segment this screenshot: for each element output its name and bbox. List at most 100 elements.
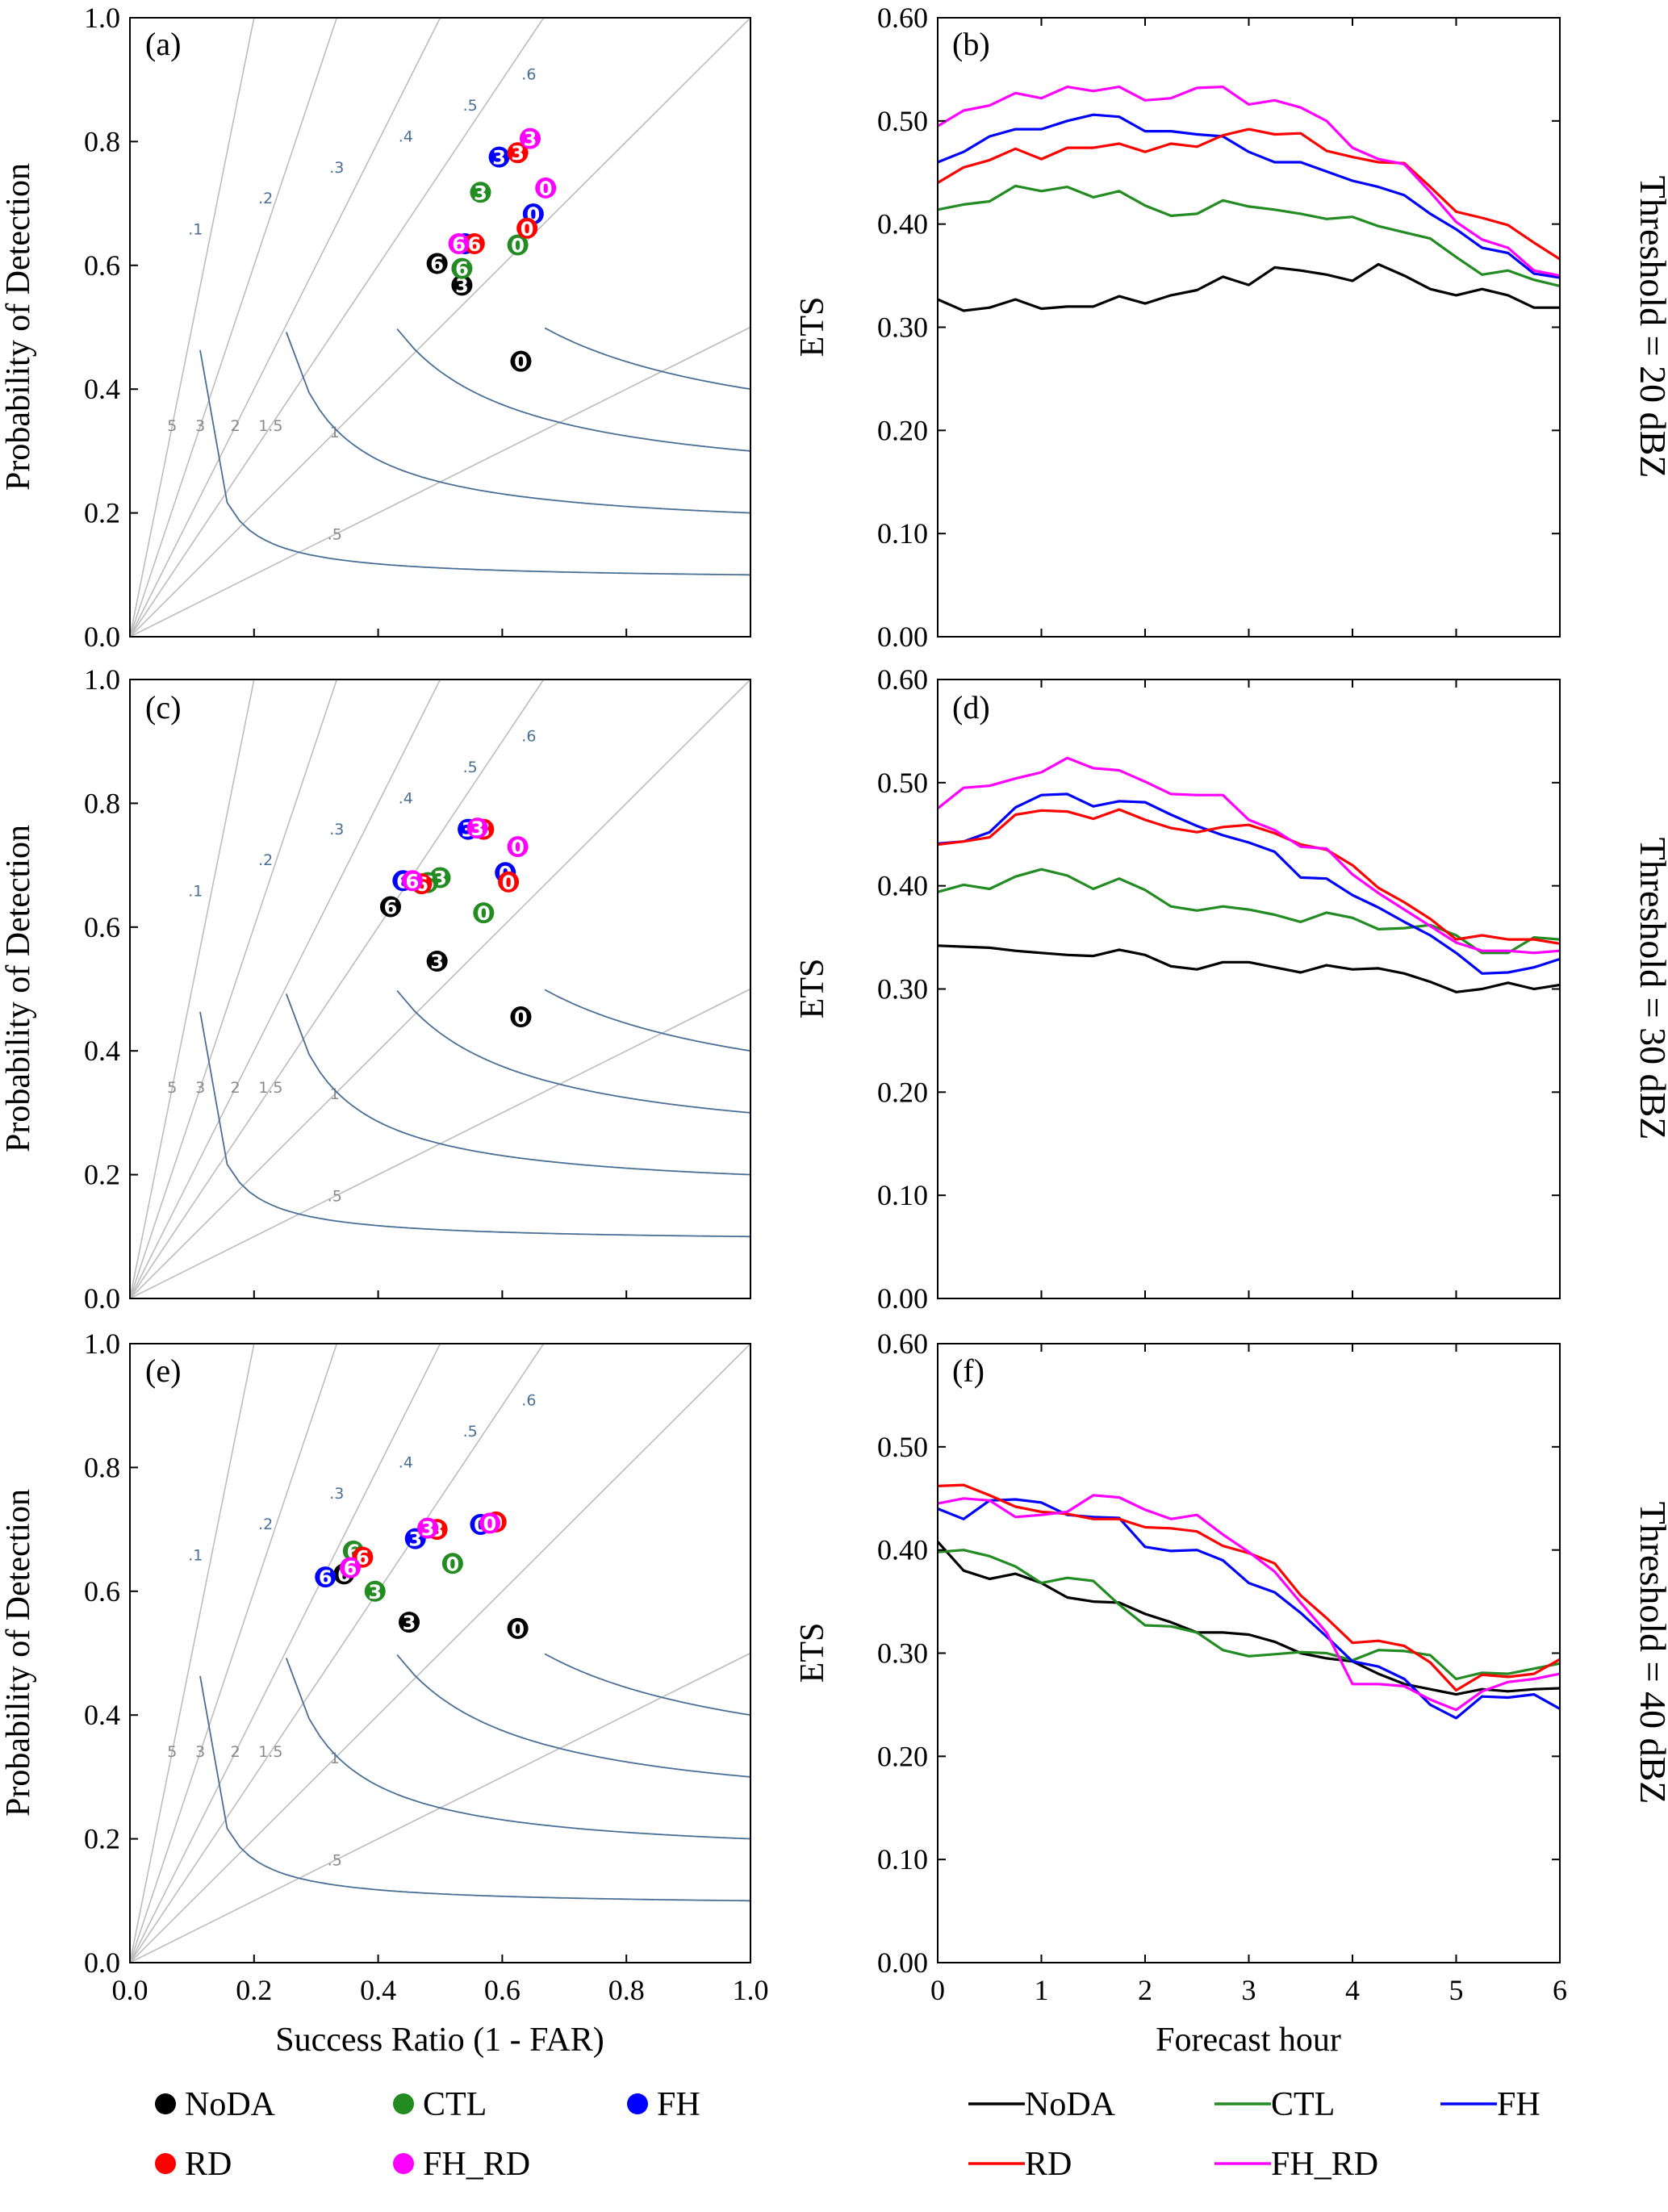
frequency-bias-label: 5 bbox=[167, 417, 177, 435]
frequency-bias-label: .5 bbox=[328, 1187, 342, 1205]
frequency-bias-label: 1.5 bbox=[258, 1743, 282, 1761]
y-axis-title: ETS bbox=[794, 959, 831, 1019]
plot-frame bbox=[937, 679, 1561, 1299]
frequency-bias-label: 1.5 bbox=[258, 1079, 282, 1097]
x-tick-label: 0.4 bbox=[360, 1974, 396, 2006]
marker-hour-label: 6 bbox=[467, 233, 481, 256]
marker-noda bbox=[510, 350, 532, 372]
y-tick-label: 0.6 bbox=[84, 911, 120, 943]
y-tick-label: 0.20 bbox=[877, 1740, 928, 1772]
plot-frame bbox=[129, 1343, 751, 1963]
frequency-bias-label: .5 bbox=[328, 1851, 342, 1869]
marker-fh-rd bbox=[520, 128, 541, 149]
marker-rd bbox=[507, 142, 529, 164]
y-tick-label: 0.8 bbox=[84, 125, 120, 157]
marker-hour-label: 0 bbox=[514, 1006, 528, 1029]
frequency-bias-label: 5 bbox=[167, 1743, 177, 1761]
frequency-bias-line bbox=[130, 679, 545, 1298]
y-tick-label: 0.4 bbox=[84, 1035, 120, 1067]
csi-label: .5 bbox=[463, 759, 478, 776]
threshold-label: Threshold = 40 dBZ bbox=[1632, 1502, 1668, 1804]
marker-hour-label: 6 bbox=[430, 253, 444, 275]
frequency-bias-line bbox=[130, 679, 750, 1298]
csi-label: .6 bbox=[521, 1392, 536, 1410]
frequency-bias-label: 1 bbox=[330, 1085, 340, 1103]
y-tick-label: 0.30 bbox=[877, 973, 928, 1006]
marker-fh-rd bbox=[448, 232, 470, 254]
marker-fh-rd bbox=[401, 870, 423, 892]
frequency-bias-label: 2 bbox=[231, 1743, 240, 1761]
frequency-bias-label: 1.5 bbox=[258, 417, 282, 435]
y-tick-label: 0.30 bbox=[877, 312, 928, 344]
frequency-bias-label: 1 bbox=[330, 424, 340, 441]
panel-d: 0.00 0.10 0.20 0.30 0.40 0.50 0.60 (d) ETS Thr… bbox=[794, 663, 1668, 1315]
y-tick-label: 0.40 bbox=[877, 870, 928, 902]
csi-label: .5 bbox=[463, 1423, 478, 1441]
threshold-label: Threshold = 30 dBZ bbox=[1632, 838, 1668, 1140]
plot-frame bbox=[129, 679, 751, 1299]
x-tick-label: 4 bbox=[1345, 1974, 1360, 2006]
marker-hour-label: 3 bbox=[430, 951, 444, 973]
y-tick-label: 0.8 bbox=[84, 787, 120, 819]
marker-hour-label: 3 bbox=[403, 1612, 416, 1634]
series-line-noda bbox=[937, 262, 1560, 312]
frequency-bias-label: 1 bbox=[330, 1750, 340, 1767]
frequency-bias-label: 2 bbox=[231, 1079, 240, 1097]
x-tick-label: 2 bbox=[1138, 1974, 1152, 2006]
marker-noda bbox=[451, 274, 473, 296]
csi-contour bbox=[396, 1654, 750, 1778]
frequency-bias-line bbox=[130, 1344, 255, 1963]
csi-label: .3 bbox=[329, 821, 344, 838]
csi-label: .2 bbox=[258, 851, 273, 869]
y-tick-label: 0.10 bbox=[877, 517, 928, 550]
y-tick-label: 0.00 bbox=[877, 621, 928, 653]
frequency-bias-line bbox=[130, 679, 255, 1298]
marker-hour-label: 0 bbox=[446, 1553, 460, 1575]
panel-label: (f) bbox=[952, 1353, 984, 1389]
y-axis-title: Probability of Detection bbox=[0, 163, 37, 491]
frequency-bias-line bbox=[130, 1344, 545, 1963]
x-tick-label: 3 bbox=[1242, 1974, 1256, 2006]
marker-hour-label: 0 bbox=[477, 902, 491, 925]
y-tick-label: 0.00 bbox=[877, 1946, 928, 1979]
series-line-ctl bbox=[937, 184, 1561, 287]
frequency-bias-line bbox=[130, 1344, 338, 1963]
csi-contour bbox=[396, 990, 750, 1114]
legend-marker bbox=[155, 2093, 176, 2114]
frequency-bias-line bbox=[130, 1344, 441, 1963]
y-tick-label: 0.6 bbox=[84, 1575, 120, 1608]
y-tick-label: 0.50 bbox=[877, 1431, 928, 1463]
series-line-rd bbox=[937, 808, 1561, 945]
marker-ctl bbox=[507, 234, 529, 256]
y-tick-label: 1.0 bbox=[84, 663, 120, 696]
legend-label: FH_RD bbox=[1271, 2146, 1378, 2183]
y-tick-label: 0.00 bbox=[877, 1282, 928, 1315]
x-tick-label: 1.0 bbox=[733, 1974, 769, 2006]
x-tick-label: 6 bbox=[1553, 1974, 1567, 2006]
marker-fh-rd bbox=[479, 1512, 501, 1534]
csi-label: .4 bbox=[399, 789, 413, 807]
legend-label: FH bbox=[657, 2086, 700, 2123]
legend-label: FH bbox=[1497, 2086, 1540, 2123]
series-line-ctl bbox=[937, 868, 1561, 955]
marker-rd bbox=[498, 871, 520, 893]
legend-marker bbox=[627, 2093, 648, 2114]
marker-hour-label: 6 bbox=[384, 896, 398, 918]
y-tick-label: 0.8 bbox=[84, 1451, 120, 1483]
x-tick-label: 1 bbox=[1035, 1974, 1049, 2006]
y-tick-label: 0.60 bbox=[877, 663, 928, 696]
csi-label: .5 bbox=[463, 97, 478, 115]
csi-label: .1 bbox=[188, 220, 203, 238]
x-tick-label: 0.2 bbox=[236, 1974, 272, 2006]
marker-hour-label: 6 bbox=[406, 870, 420, 893]
marker-noda bbox=[379, 896, 401, 918]
x-axis-title: Success Ratio (1 - FAR) bbox=[275, 2022, 604, 2059]
legend-label: CTL bbox=[1271, 2086, 1335, 2123]
legend-label: FH_RD bbox=[423, 2146, 530, 2183]
y-tick-label: 0.40 bbox=[877, 208, 928, 240]
y-tick-label: 0.0 bbox=[84, 621, 120, 653]
y-tick-label: 1.0 bbox=[84, 1328, 120, 1360]
series-line-fh bbox=[937, 1498, 1561, 1720]
